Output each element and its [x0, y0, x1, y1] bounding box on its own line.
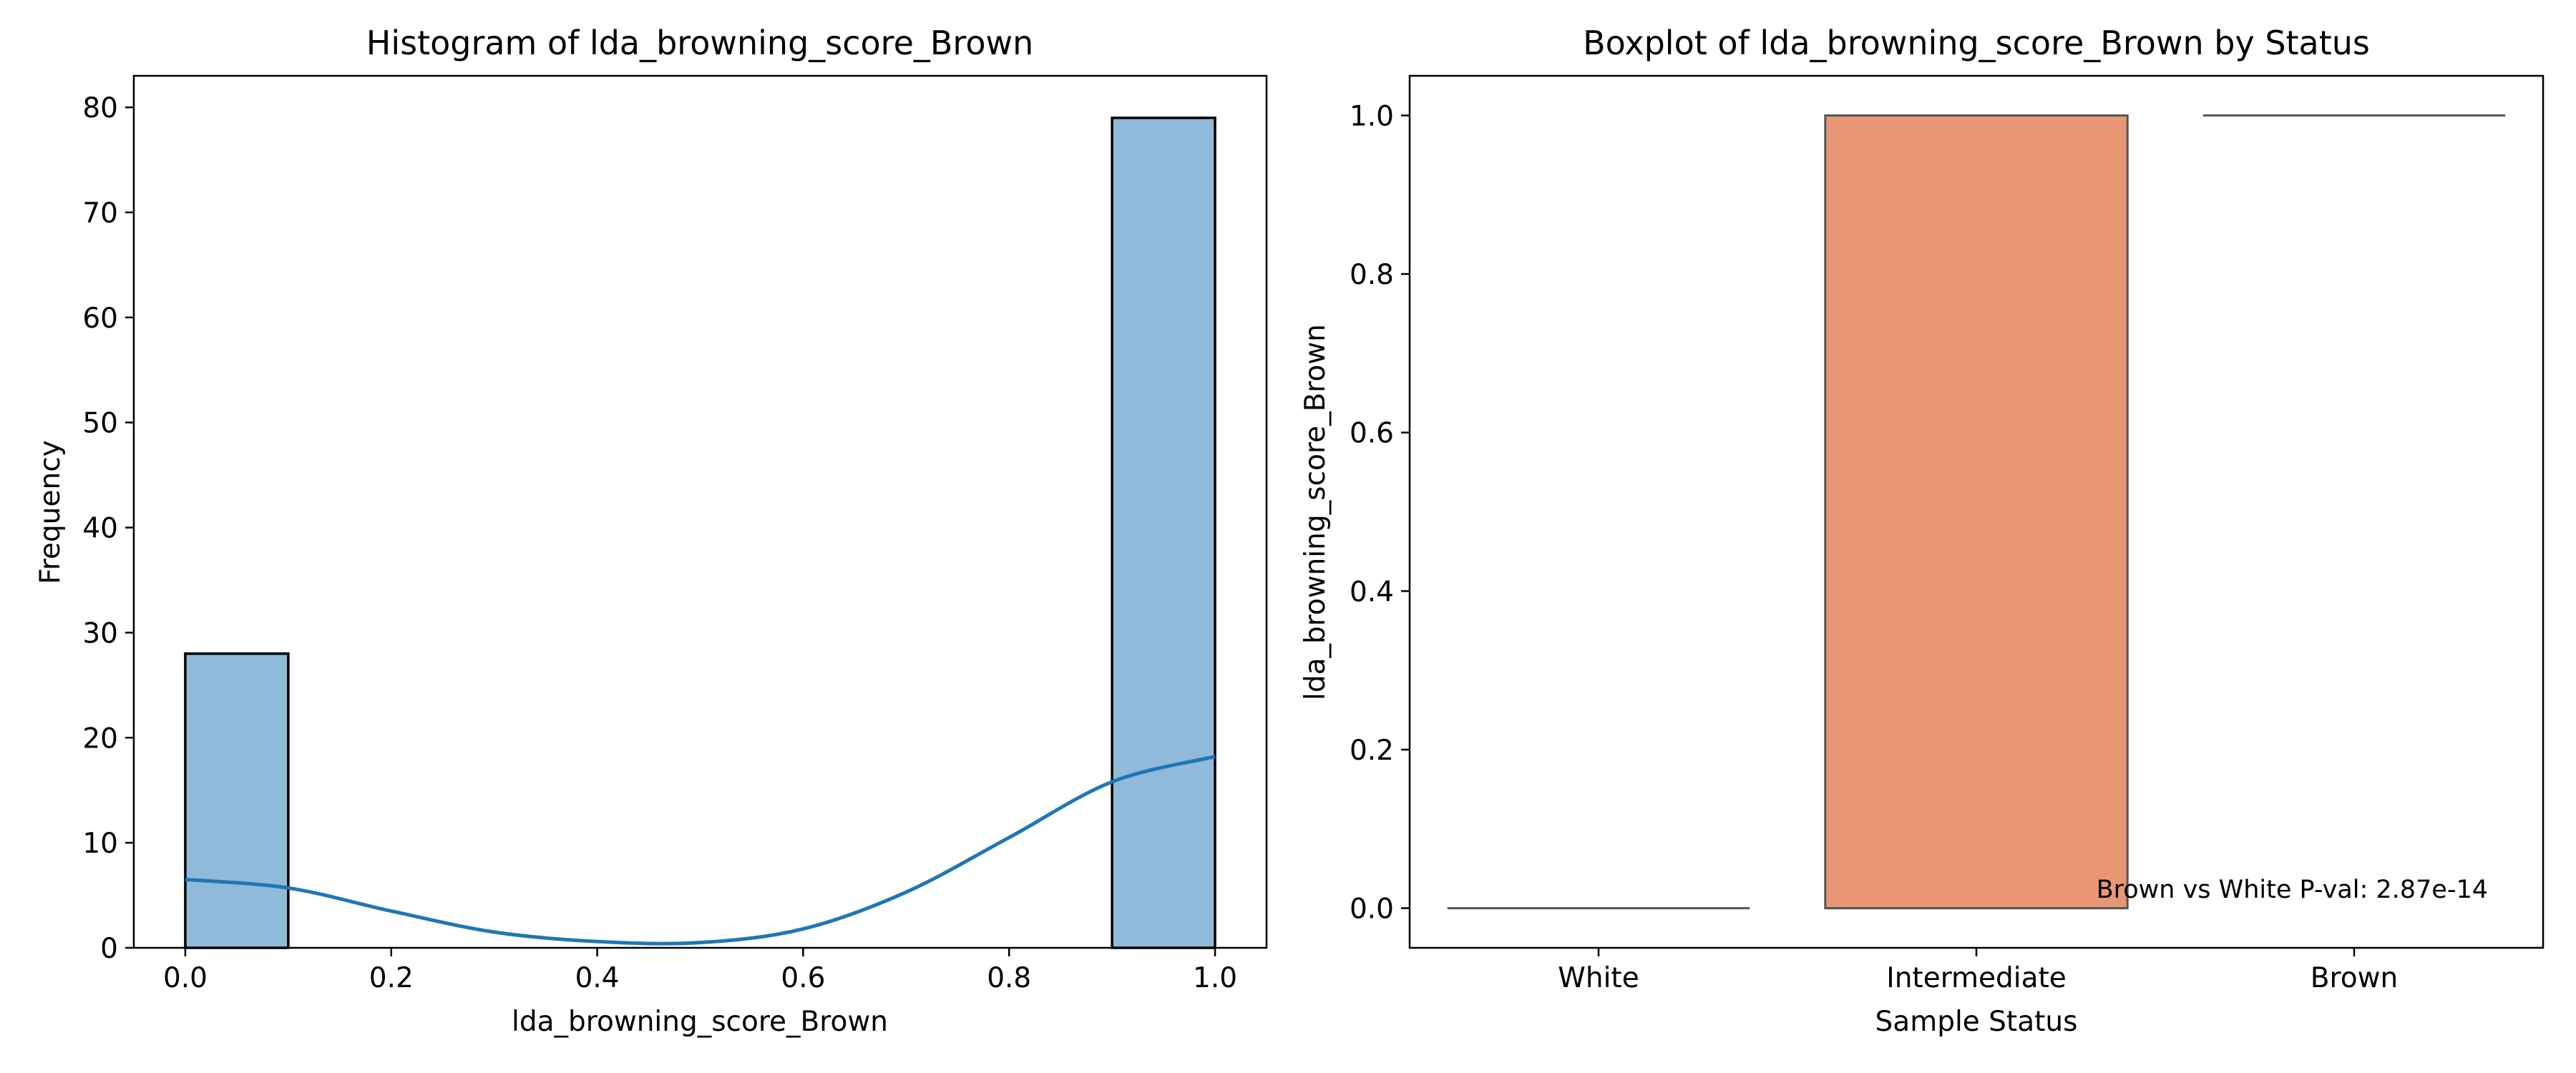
- histogram-frame: [132, 74, 1268, 949]
- histogram-y-tick-label: 50: [82, 408, 118, 440]
- histogram-y-tick-label: 20: [82, 722, 118, 755]
- boxplot-y-tick-label: 0.6: [1350, 418, 1394, 450]
- histogram-y-tick-label: 60: [82, 303, 118, 335]
- histogram-x-tick-label: 0.8: [987, 962, 1031, 994]
- histogram-plot-area: 0.0 0.2 0.4 0.6 0.8 1.0 0 10 20 30 40 50 60 70 80: [82, 92, 1237, 994]
- boxplot-title: Boxplot of lda_browning_score_Brown by S…: [1583, 24, 2370, 62]
- histogram-x-tick-label: 0.2: [369, 962, 414, 994]
- boxplot-y-tick-label: 0.8: [1350, 259, 1394, 291]
- histogram-y-axis-label: Frequency: [34, 440, 67, 584]
- p-value-annotation: Brown vs White P-val: 2.87e-14: [2097, 876, 2488, 904]
- boxplot-y-tick-label: 0.0: [1350, 893, 1394, 926]
- histogram-y-tick-label: 10: [82, 828, 118, 860]
- kde-curve: [185, 755, 1216, 946]
- histogram-bar: [1111, 116, 1216, 949]
- box-intermediate: [1824, 114, 2129, 910]
- boxplot-plot-area: White Intermediate Brown 0.0 0.2 0.4 0.6 0.8 1.0: [1350, 100, 2506, 994]
- histogram-x-tick-label: 0.0: [163, 962, 208, 994]
- histogram-y-tick-label: 40: [82, 513, 118, 545]
- histogram-y-tick-label: 0: [100, 933, 118, 965]
- boxplot-y-tick-label: 1.0: [1350, 100, 1394, 132]
- boxplot-x-tick-label: Brown: [2311, 962, 2398, 994]
- histogram-x-tick-label: 0.4: [575, 962, 620, 994]
- boxplot-y-tick-label: 0.2: [1350, 735, 1394, 767]
- boxplot-x-tick-label: Intermediate: [1886, 962, 2067, 994]
- histogram-x-tick-label: 0.6: [781, 962, 825, 994]
- boxplot-y-tick-label: 0.4: [1350, 576, 1394, 608]
- histogram-y-tick-label: 80: [82, 92, 118, 124]
- boxplot-panel: Boxplot of lda_browning_score_Brown by S…: [1299, 24, 2545, 1038]
- boxplot-y-axis-label: lda_browning_score_Brown: [1299, 324, 1332, 700]
- histogram-x-tick-label: 1.0: [1193, 962, 1237, 994]
- histogram-y-tick-label: 30: [82, 617, 118, 650]
- histogram-y-tick-label: 70: [82, 197, 118, 230]
- boxplot-frame: [1408, 74, 2545, 949]
- histogram-bar: [184, 652, 290, 949]
- histogram-x-axis-label: lda_browning_score_Brown: [512, 1006, 888, 1038]
- histogram-panel: Histogram of lda_browning_score_Brown 0.…: [34, 24, 1268, 1038]
- histogram-title: Histogram of lda_browning_score_Brown: [366, 24, 1034, 62]
- boxplot-x-tick-label: White: [1558, 962, 1639, 994]
- boxplot-x-axis-label: Sample Status: [1875, 1006, 2078, 1038]
